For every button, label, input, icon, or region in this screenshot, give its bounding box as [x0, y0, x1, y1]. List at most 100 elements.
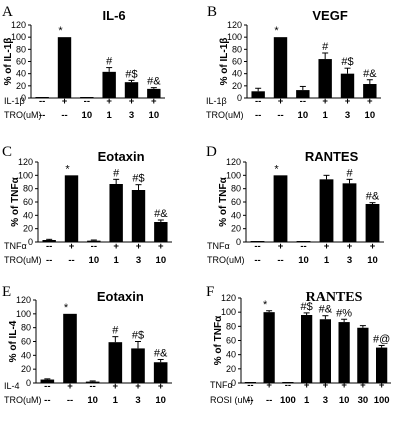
significance-annotation: #& [319, 304, 333, 316]
y-tick-label: 120 [226, 157, 241, 167]
y-tick-label: 40 [232, 69, 242, 79]
y-axis-label: % of TNFα [218, 176, 229, 226]
significance-annotation: * [58, 25, 63, 37]
y-axis-label: % of IL-1β [219, 38, 230, 86]
condition-row-label: IL-4 [4, 381, 20, 391]
condition-cell: + [345, 96, 351, 107]
y-tick-label: 80 [16, 44, 26, 54]
condition-cell: + [113, 381, 119, 392]
condition-cell: + [324, 241, 330, 252]
y-tick-label: 40 [21, 350, 31, 360]
condition-cell: + [69, 241, 75, 252]
y-tick-label: 20 [23, 224, 33, 234]
condition-cell: -- [44, 395, 50, 406]
significance-annotation: #& [366, 191, 380, 203]
bar [147, 88, 161, 98]
bar [63, 313, 77, 383]
y-tick-label: 100 [226, 170, 241, 180]
bar [338, 322, 350, 383]
y-tick-label: 60 [231, 197, 241, 207]
panel-d: D RANTES 0 20 40 60 80 100 120 % of TNFα -- -- * + -- -… [206, 144, 384, 266]
y-tick-label: 20 [231, 224, 241, 234]
condition-cell: + [322, 96, 328, 107]
condition-cell: -- [90, 381, 96, 392]
condition-cell: -- [61, 110, 67, 121]
condition-cell: 10 [82, 110, 93, 121]
condition-cell: 3 [135, 395, 140, 406]
significance-annotation: # [346, 167, 353, 179]
bar [357, 327, 369, 383]
bar [301, 315, 313, 383]
panel-label: B [207, 4, 217, 20]
condition-cell: -- [67, 395, 73, 406]
bar [85, 381, 100, 383]
condition-row-label: TRO(uM) [4, 395, 42, 405]
y-tick-label: 60 [232, 57, 242, 67]
condition-row-label: IL-1β [4, 96, 25, 106]
condition-cell: + [113, 241, 119, 252]
bar [124, 82, 139, 98]
y-tick-label: 60 [226, 336, 236, 346]
bar [153, 362, 168, 383]
condition-cell: 100 [374, 395, 390, 406]
y-tick-label: 120 [16, 295, 31, 305]
condition-cell: + [62, 96, 68, 107]
significance-annotation: #& [154, 208, 168, 220]
condition-cell: 10 [87, 395, 98, 406]
significance-annotation: #& [147, 76, 161, 88]
condition-cell: 3 [129, 110, 134, 121]
bar [57, 37, 72, 98]
chart-title: RANTES [306, 290, 363, 305]
y-tick-label: 40 [226, 350, 236, 360]
bar [376, 347, 388, 383]
bar [87, 240, 101, 242]
bar [131, 348, 145, 383]
condition-cell: -- [254, 255, 260, 266]
significance-annotation: * [274, 163, 279, 175]
bar [250, 241, 265, 242]
condition-cell: -- [46, 255, 52, 266]
condition-cell: + [67, 381, 73, 392]
y-axis-label: % of IL-4 [8, 320, 19, 362]
bar [64, 175, 79, 242]
bar [102, 71, 116, 98]
significance-annotation: #$ [132, 330, 144, 342]
y-tick-label: 40 [23, 210, 33, 220]
panel-e: E Eotaxin 0 20 40 60 80 100 120 % of IL-4 -- -- * + --… [2, 284, 172, 406]
condition-cell: 3 [136, 255, 141, 266]
panel-a: A IL-6 0 20 40 60 80 100 120 % of IL-1β -- -- * + -- --… [2, 4, 165, 121]
significance-annotation: * [263, 299, 268, 311]
condition-cell: -- [255, 96, 261, 107]
bar [251, 91, 265, 98]
y-axis-label: % of IL-1β [3, 38, 14, 86]
condition-cell: 1 [113, 395, 119, 406]
significance-annotation: #@ [373, 333, 390, 345]
y-tick-label: 120 [11, 20, 26, 30]
bar [342, 183, 357, 242]
condition-cell: -- [39, 96, 45, 107]
panel-label: E [2, 284, 11, 300]
condition-cell: 100 [280, 395, 296, 406]
significance-annotation: * [274, 25, 279, 37]
bar [282, 382, 294, 383]
y-tick-label: 80 [23, 184, 33, 194]
condition-row-label: TNFα [207, 241, 230, 251]
condition-cell: + [304, 380, 310, 391]
condition-cell: -- [266, 395, 272, 406]
condition-cell: -- [68, 255, 74, 266]
panel-c: C Eotaxin 0 20 40 60 80 100 120 % of TNFα -- -- * + --… [2, 144, 172, 266]
condition-cell: + [341, 380, 347, 391]
significance-annotation: #$ [125, 68, 137, 80]
bar [273, 175, 288, 242]
condition-row-label: TNFα [210, 380, 233, 390]
y-tick-label: 120 [227, 20, 242, 30]
y-tick-label: 40 [231, 210, 241, 220]
condition-row-label: TRO(uM) [4, 110, 42, 120]
y-tick-label: 20 [232, 81, 242, 91]
condition-cell: + [106, 96, 112, 107]
condition-cell: 10 [156, 255, 167, 266]
bar [263, 312, 275, 383]
condition-cell: + [360, 380, 366, 391]
bar [296, 241, 311, 242]
significance-annotation: # [112, 325, 119, 337]
